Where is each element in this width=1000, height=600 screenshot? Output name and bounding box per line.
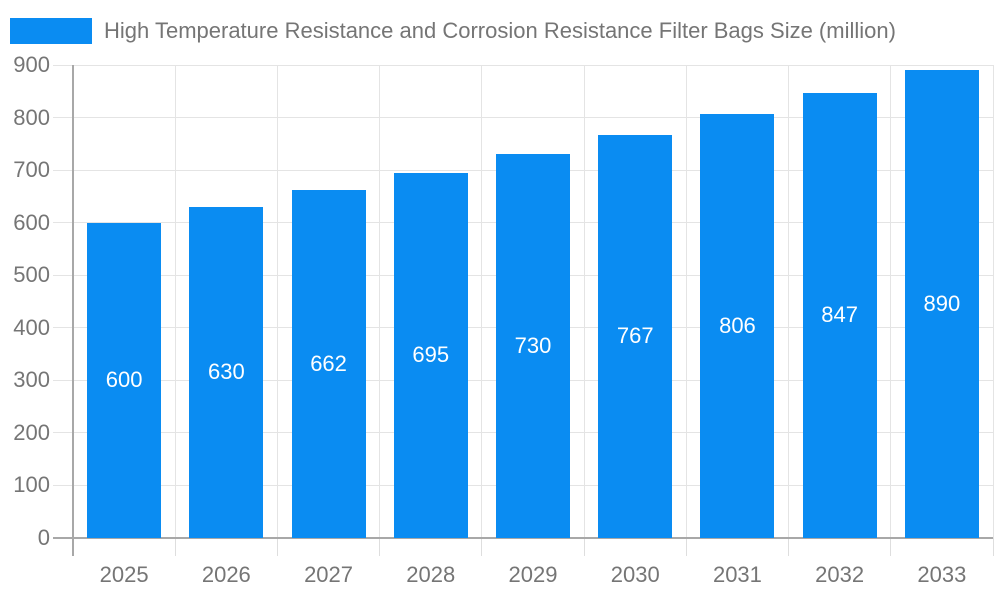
bar-2028[interactable] xyxy=(393,172,468,538)
gridline-vertical xyxy=(788,65,790,538)
x-axis-tick xyxy=(481,538,483,556)
gridline-horizontal xyxy=(53,64,993,66)
y-axis-label: 700 xyxy=(13,157,50,183)
y-axis-label: 800 xyxy=(13,104,50,130)
legend-swatch xyxy=(10,17,92,44)
y-axis-label: 200 xyxy=(13,419,50,445)
x-axis-tick xyxy=(685,538,687,556)
gridline-vertical xyxy=(583,65,585,538)
x-axis-line xyxy=(53,537,993,539)
bar-value-label: 695 xyxy=(412,342,450,368)
y-axis-label: 600 xyxy=(13,209,50,235)
y-axis-label: 300 xyxy=(13,367,50,393)
bar-2027[interactable] xyxy=(291,190,366,538)
bar-value-label: 600 xyxy=(105,367,143,393)
bar-2030[interactable] xyxy=(598,134,673,538)
bar-2033[interactable] xyxy=(904,70,979,538)
bar-2029[interactable] xyxy=(496,154,570,538)
y-axis-label: 900 xyxy=(13,52,50,77)
y-axis-label: 400 xyxy=(13,314,50,340)
x-axis-tick xyxy=(276,538,278,556)
x-axis-label: 2033 xyxy=(917,562,967,587)
y-axis-label: 500 xyxy=(13,262,50,288)
x-axis-tick xyxy=(788,538,790,556)
bar-value-label: 890 xyxy=(923,291,961,317)
x-axis-tick xyxy=(583,538,585,556)
x-axis-label: 2027 xyxy=(304,562,354,587)
bar-2026[interactable] xyxy=(189,206,264,538)
legend[interactable]: High Temperature Resistance and Corrosio… xyxy=(10,17,896,44)
x-axis-tick xyxy=(174,538,176,556)
bar-value-label: 730 xyxy=(514,333,552,359)
x-axis-label: 2032 xyxy=(815,562,865,587)
bar-value-label: 767 xyxy=(616,323,654,349)
gridline-vertical xyxy=(685,65,687,538)
bar-2032[interactable] xyxy=(802,92,877,538)
x-axis-label: 2031 xyxy=(712,562,762,587)
x-axis-label: 2030 xyxy=(610,562,660,587)
y-axis-label: 0 xyxy=(37,525,50,550)
bar-value-label: 630 xyxy=(207,359,245,385)
gridline-vertical xyxy=(174,65,176,538)
bar-value-label: 847 xyxy=(821,302,859,328)
bar-2025[interactable] xyxy=(87,222,162,538)
gridline-vertical xyxy=(276,65,278,538)
x-axis-tick xyxy=(379,538,381,556)
y-axis-label: 100 xyxy=(13,472,50,498)
gridline-vertical xyxy=(481,65,483,538)
gridline-horizontal xyxy=(53,117,993,119)
y-axis-line xyxy=(72,65,74,556)
x-axis-tick xyxy=(992,538,994,556)
x-axis-label: 2028 xyxy=(406,562,456,587)
gridline-vertical xyxy=(890,65,892,538)
x-axis-tick xyxy=(890,538,892,556)
gridline-vertical xyxy=(379,65,381,538)
bar-value-label: 662 xyxy=(310,351,347,377)
x-axis-label: 2026 xyxy=(201,562,251,587)
bar-value-label: 806 xyxy=(719,313,756,339)
chart-title: High Temperature Resistance and Corrosio… xyxy=(104,18,896,43)
x-axis-label: 2025 xyxy=(99,562,149,587)
gridline-vertical xyxy=(992,65,994,538)
x-axis-label: 2029 xyxy=(508,562,558,587)
bar-2031[interactable] xyxy=(700,114,775,538)
